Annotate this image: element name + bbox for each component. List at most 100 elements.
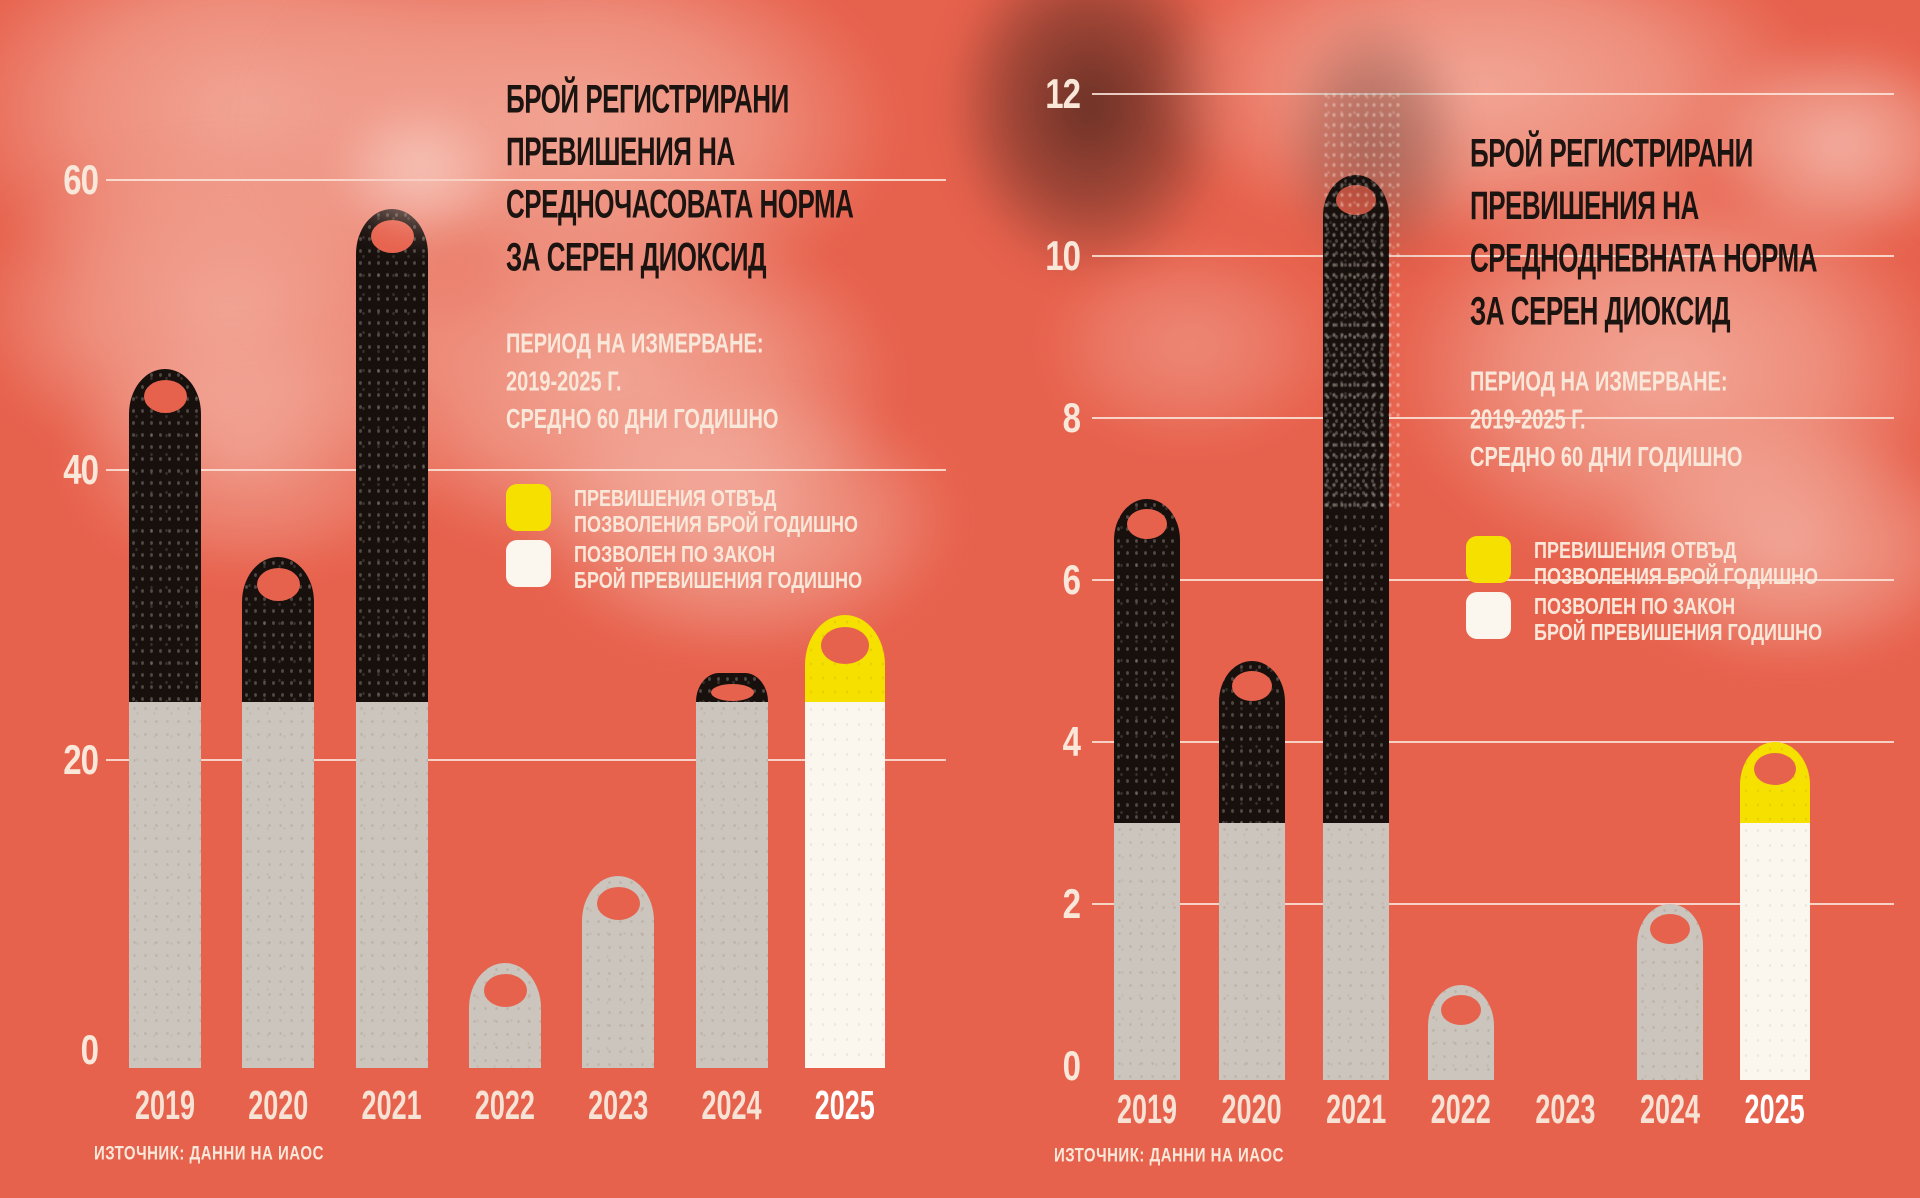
legend-label: ПРЕВИШЕНИЯ ОТВЪД ПОЗВОЛЕНИЯ БРОЙ ГОДИШНО (1534, 537, 1818, 589)
y-tick-label: 2 (1062, 880, 1081, 927)
chart-title: БРОЙ РЕГИСТРИРАНИ ПРЕВИШЕНИЯ НА СРЕДНОДН… (1470, 126, 1818, 337)
bar-2021 (1323, 175, 1390, 1080)
bar-2020 (242, 557, 315, 1068)
x-tick-label-2019: 2019 (134, 1083, 196, 1128)
x-tick-label-2023: 2023 (588, 1083, 649, 1128)
bar-segment-allowed (1739, 823, 1810, 1080)
legend-item-allowed: ПОЗВОЛЕН ПО ЗАКОН БРОЙ ПРЕВИШЕНИЯ ГОДИШН… (1466, 592, 1886, 645)
x-tick-label-2023: 2023 (1535, 1087, 1596, 1132)
chart-title-line: ЗА СЕРЕН ДИОКСИД (506, 233, 767, 280)
panel-divider (956, 0, 965, 1198)
chart-subtitle-line: СРЕДНО 60 ДНИ ГОДИШНО (1470, 442, 1743, 474)
x-tick-label-2025: 2025 (1744, 1087, 1805, 1132)
gridline (1092, 903, 1894, 905)
legend-item-allowed: ПОЗВОЛЕН ПО ЗАКОН БРОЙ ПРЕВИШЕНИЯ ГОДИШН… (506, 540, 926, 593)
cigarette-hole (1440, 995, 1481, 1025)
chart-title-line: СРЕДНОЧАСОВАТА НОРМА (506, 180, 854, 228)
bar-2019 (129, 368, 201, 1068)
bar-2021 (355, 209, 428, 1068)
cigarette-hole (483, 974, 527, 1007)
legend-label: ПРЕВИШЕНИЯ ОТВЪД ПОЗВОЛЕНИЯ БРОЙ ГОДИШНО (574, 485, 858, 537)
legend-label: ПОЗВОЛЕН ПО ЗАКОН БРОЙ ПРЕВИШЕНИЯ ГОДИШН… (574, 541, 862, 593)
cigarette-hole (1127, 509, 1167, 539)
chart-subtitle-line: 2019-2025 Г. (506, 366, 622, 398)
chart-title-line: БРОЙ РЕГИСТРИРАНИ (1470, 129, 1753, 176)
legend-item-exceed: ПРЕВИШЕНИЯ ОТВЪД ПОЗВОЛЕНИЯ БРОЙ ГОДИШНО (506, 484, 926, 537)
legend-label-line: БРОЙ ПРЕВИШЕНИЯ ГОДИШНО (574, 567, 863, 593)
y-tick-label: 0 (80, 1026, 99, 1073)
bar-segment-exceed (129, 368, 201, 702)
gridline (1092, 93, 1894, 95)
chart-title-line: БРОЙ РЕГИСТРИРАНИ (506, 75, 789, 122)
chart-title-line: ЗА СЕРЕН ДИОКСИД (1470, 287, 1731, 334)
x-tick-label-2020: 2020 (248, 1083, 309, 1128)
cigarette-hole (1231, 671, 1272, 701)
x-tick-label-2020: 2020 (1221, 1087, 1282, 1132)
legend-label-line: ПОЗВОЛЕНИЯ БРОЙ ГОДИШНО (574, 511, 859, 537)
cigarette-hole (597, 887, 641, 920)
x-tick-label-2024: 2024 (1639, 1087, 1701, 1132)
legend-swatch-yellow (506, 484, 551, 531)
bar-2025 (1739, 742, 1810, 1080)
legend-swatch-white (506, 540, 551, 587)
chart-subtitle-line: 2019-2025 Г. (1470, 404, 1586, 436)
chart-subtitle: ПЕРИОД НА ИЗМЕРВАНЕ: 2019-2025 Г. СРЕДНО… (506, 326, 778, 439)
legend-item-exceed: ПРЕВИШЕНИЯ ОТВЪД ПОЗВОЛЕНИЯ БРОЙ ГОДИШНО (1466, 536, 1886, 589)
gridline (106, 759, 946, 761)
bar-2023 (582, 876, 655, 1068)
y-tick-label: 20 (63, 736, 99, 783)
gridline (1092, 741, 1894, 743)
cigarette-hole (257, 568, 301, 601)
bar-segment-allowed (355, 702, 428, 1068)
gridline (106, 179, 946, 181)
cigarette-hole (710, 684, 754, 701)
smoke-blob (1600, 420, 1920, 670)
legend-label-line: БРОЙ ПРЕВИШЕНИЯ ГОДИШНО (1534, 619, 1823, 645)
smoke-plume-dark (1280, 10, 1470, 280)
smoke-speckles (1322, 90, 1400, 510)
cigarette-hole (1650, 914, 1690, 944)
y-tick-label: 12 (1045, 70, 1081, 117)
smoke-blob (1040, 240, 1340, 450)
bar-2024 (1637, 904, 1703, 1080)
bar-segment-allowed (582, 876, 655, 1068)
bar-segment-allowed (1218, 823, 1285, 1080)
cigarette-hole (144, 379, 187, 413)
bar-segment-exceed (1323, 175, 1390, 823)
bar-segment-allowed (804, 702, 885, 1068)
source-note: ИЗТОЧНИК: ДАННИ НА ИАОС (1054, 1144, 1284, 1167)
smoke-blob (520, 380, 960, 660)
bar-2019 (1114, 499, 1180, 1080)
legend-swatch-yellow (1466, 536, 1511, 583)
legend-swatch-white (1466, 592, 1511, 639)
legend-label-line: ПОЗВОЛЕН ПО ЗАКОН (1534, 593, 1736, 619)
legend-label-line: ПРЕВИШЕНИЯ ОТВЪД (574, 485, 777, 511)
x-tick-label-2025: 2025 (814, 1083, 875, 1128)
y-tick-label: 60 (63, 156, 99, 203)
bar-2024 (695, 673, 768, 1068)
gridline (1092, 417, 1894, 419)
gridline (1092, 255, 1894, 257)
chart-subtitle-line: СРЕДНО 60 ДНИ ГОДИШНО (506, 404, 779, 436)
x-tick-label-2024: 2024 (701, 1083, 762, 1128)
legend-label-line: ПРЕВИШЕНИЯ ОТВЪД (1534, 537, 1737, 563)
x-tick-label-2021: 2021 (361, 1083, 422, 1128)
cigarette-hole (1753, 753, 1796, 785)
bar-2025 (804, 615, 885, 1068)
cigarette-hole (1336, 185, 1377, 215)
x-tick-label-2022: 2022 (1430, 1087, 1491, 1132)
chart-title-line: СРЕДНОДНЕВНАТА НОРМА (1470, 234, 1818, 282)
source-note: ИЗТОЧНИК: ДАННИ НА ИАОС (94, 1142, 324, 1165)
gridline (106, 469, 946, 471)
y-tick-label: 40 (63, 446, 99, 493)
chart-title: БРОЙ РЕГИСТРИРАНИ ПРЕВИШЕНИЯ НА СРЕДНОЧА… (506, 72, 854, 283)
bar-segment-allowed (1114, 823, 1180, 1080)
y-tick-label: 4 (1062, 718, 1081, 765)
smoke-puff (330, 100, 510, 240)
y-tick-label: 8 (1062, 394, 1081, 441)
x-tick-label-2021: 2021 (1326, 1087, 1387, 1132)
x-tick-label-2019: 2019 (1116, 1087, 1178, 1132)
y-tick-label: 0 (1062, 1042, 1081, 1089)
bar-segment-exceed (355, 209, 428, 702)
